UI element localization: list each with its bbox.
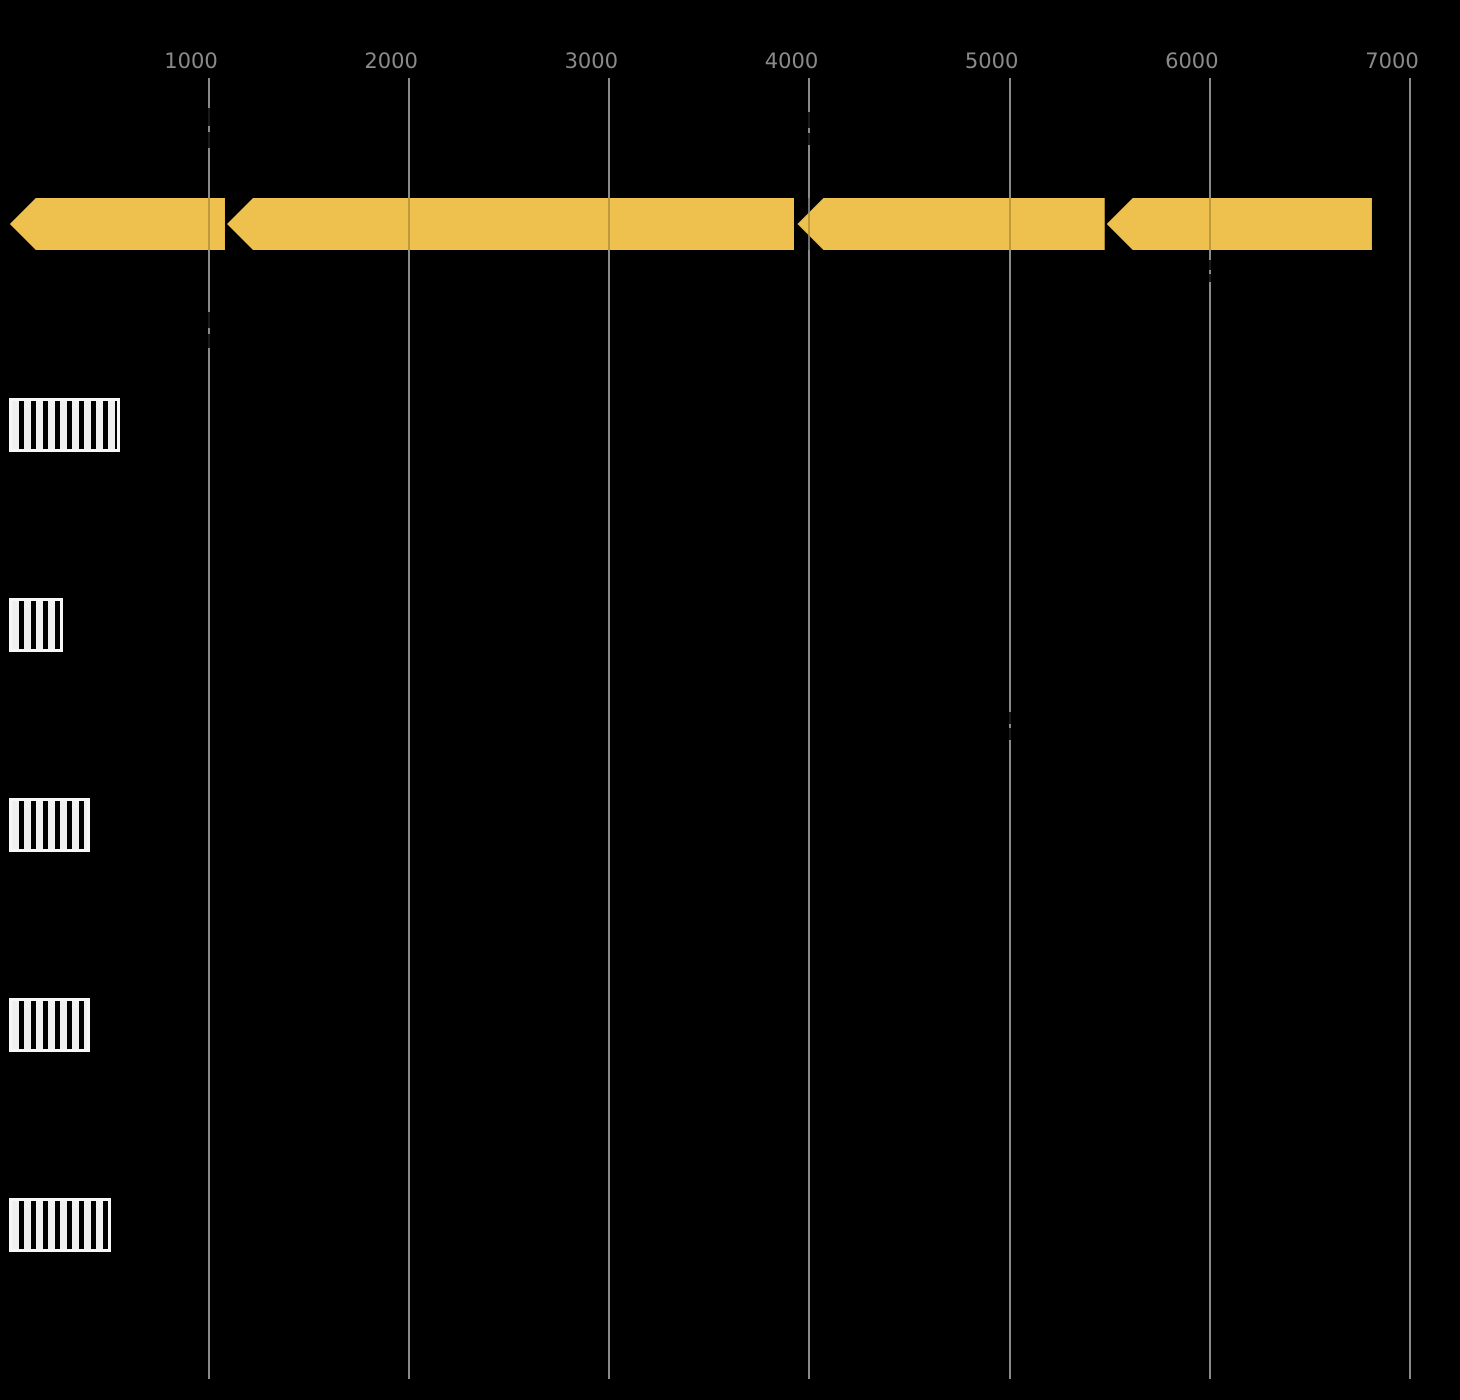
x-tick-label-6000: 6000 xyxy=(1165,49,1219,73)
gridline-over-arrow-2000 xyxy=(408,198,411,250)
x-gridline-3000 xyxy=(608,78,611,1379)
gene-arrow-3 xyxy=(797,198,1105,250)
cross-dash-1000-0 xyxy=(207,108,210,126)
gene-arrow-1 xyxy=(9,198,225,250)
cross-dash-1000-1 xyxy=(207,132,210,148)
x-tick-label-5000: 5000 xyxy=(964,49,1019,73)
hatched-track-3-box xyxy=(8,798,91,852)
gridline-over-arrow-3000 xyxy=(608,198,611,250)
gene-arrow-2 xyxy=(226,198,795,250)
x-tick-label-7000: 7000 xyxy=(1365,49,1419,73)
gridline-over-arrow-5000 xyxy=(1008,198,1011,250)
x-tick-label-4000: 4000 xyxy=(764,49,819,73)
gridline-over-arrow-4000 xyxy=(808,198,811,250)
x-gridline-7000 xyxy=(1408,78,1411,1379)
gridline-over-arrow-1000 xyxy=(207,198,210,250)
x-gridline-6000 xyxy=(1208,78,1211,1379)
cross-dash-4000-0 xyxy=(808,112,811,128)
x-gridline-1000 xyxy=(207,78,210,1379)
x-tick-label-3000: 3000 xyxy=(564,49,619,73)
hatched-track-5-box xyxy=(8,1198,111,1252)
x-gridline-2000 xyxy=(408,78,411,1379)
cross-dash-6000-1 xyxy=(1208,274,1211,282)
cross-dash-4000-1 xyxy=(808,133,811,145)
x-tick-label-1000: 1000 xyxy=(164,49,218,73)
x-gridline-4000 xyxy=(808,78,811,1379)
cross-dash-1000-3 xyxy=(207,334,210,348)
cross-dash-1000-2 xyxy=(207,312,210,328)
hatched-track-1-box xyxy=(8,398,120,452)
hatched-track-4-box xyxy=(8,998,91,1052)
gridline-over-arrow-6000 xyxy=(1208,198,1211,250)
cross-dash-5000-0 xyxy=(1008,712,1011,724)
cross-dash-6000-0 xyxy=(1208,260,1211,270)
x-tick-label-2000: 2000 xyxy=(364,49,418,73)
hatched-track-2-box xyxy=(8,598,64,652)
gene-arrow-4 xyxy=(1106,198,1372,250)
cross-dash-5000-1 xyxy=(1008,728,1011,740)
